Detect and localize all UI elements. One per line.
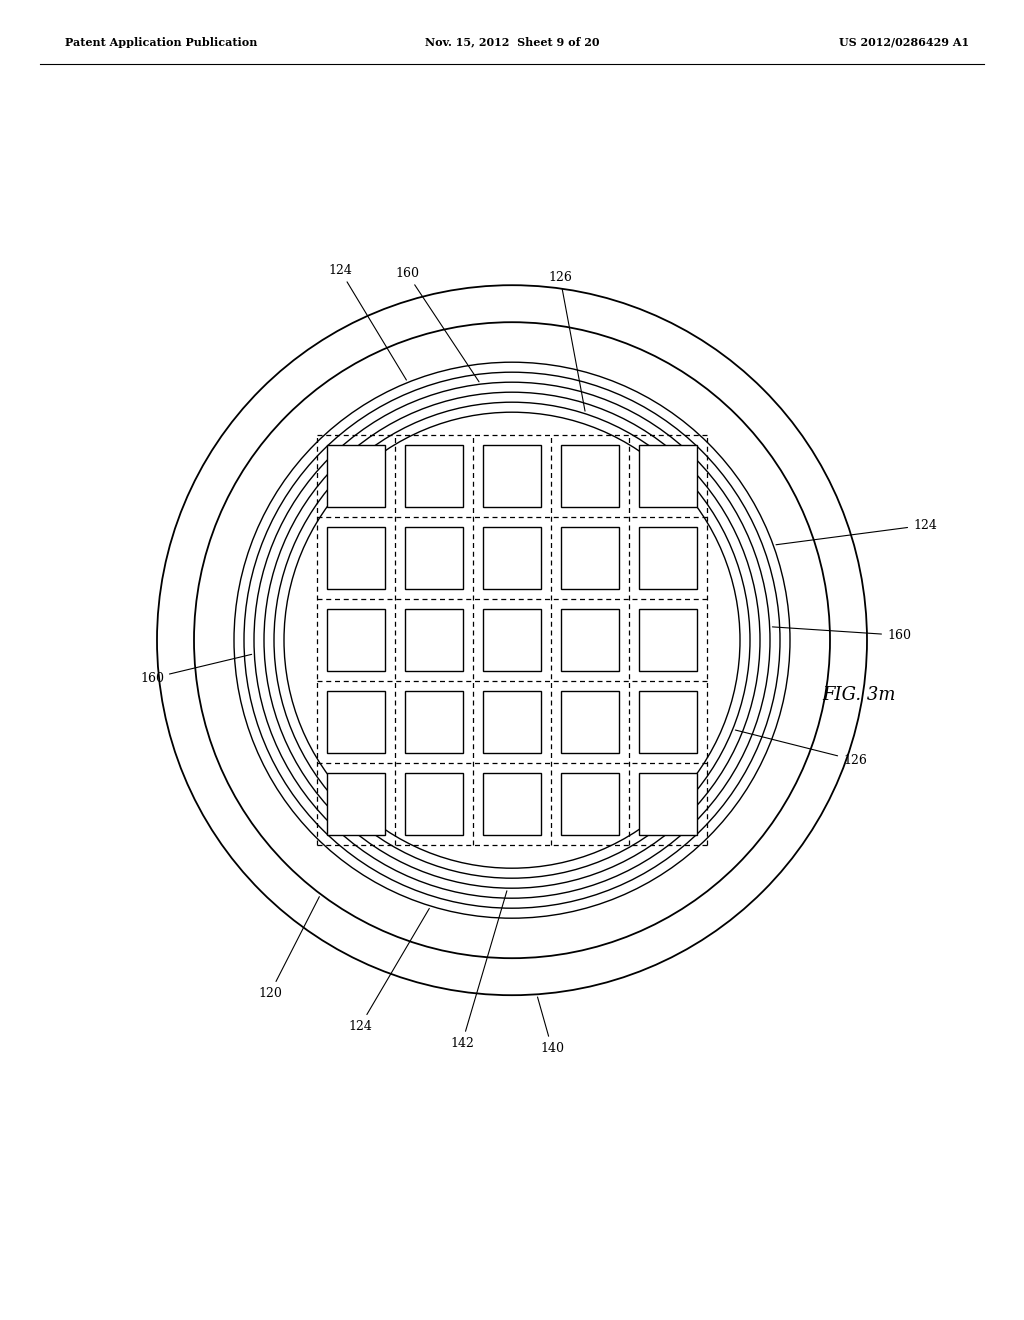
Bar (406, 445, 463, 507)
Text: FIG. 3m: FIG. 3m (822, 686, 896, 704)
Bar (483, 692, 541, 754)
Text: 126: 126 (735, 730, 867, 767)
Bar (639, 527, 697, 589)
Bar (639, 774, 697, 836)
Text: 160: 160 (772, 627, 911, 642)
Bar (561, 692, 618, 754)
Bar (406, 610, 463, 671)
Bar (639, 692, 697, 754)
Text: 142: 142 (451, 891, 507, 1049)
Text: 160: 160 (395, 267, 479, 381)
Text: 124: 124 (328, 264, 407, 380)
Text: Nov. 15, 2012  Sheet 9 of 20: Nov. 15, 2012 Sheet 9 of 20 (425, 37, 599, 48)
Bar (561, 610, 618, 671)
Text: Patent Application Publication: Patent Application Publication (65, 37, 257, 48)
Text: 124: 124 (776, 519, 937, 545)
Text: 124: 124 (348, 908, 429, 1032)
Bar (483, 527, 541, 589)
Bar (327, 445, 385, 507)
Bar (483, 774, 541, 836)
Bar (406, 527, 463, 589)
Bar (406, 692, 463, 754)
Bar (327, 527, 385, 589)
Text: 126: 126 (548, 271, 585, 411)
Bar (561, 774, 618, 836)
Bar (483, 445, 541, 507)
Bar (327, 610, 385, 671)
Bar (327, 692, 385, 754)
Bar (561, 445, 618, 507)
Text: 140: 140 (538, 997, 564, 1055)
Bar (406, 774, 463, 836)
Bar (561, 527, 618, 589)
Text: US 2012/0286429 A1: US 2012/0286429 A1 (839, 37, 969, 48)
Bar (639, 610, 697, 671)
Text: 120: 120 (258, 896, 319, 999)
Bar (639, 445, 697, 507)
Bar (483, 610, 541, 671)
Text: 160: 160 (140, 655, 252, 685)
Bar (327, 774, 385, 836)
